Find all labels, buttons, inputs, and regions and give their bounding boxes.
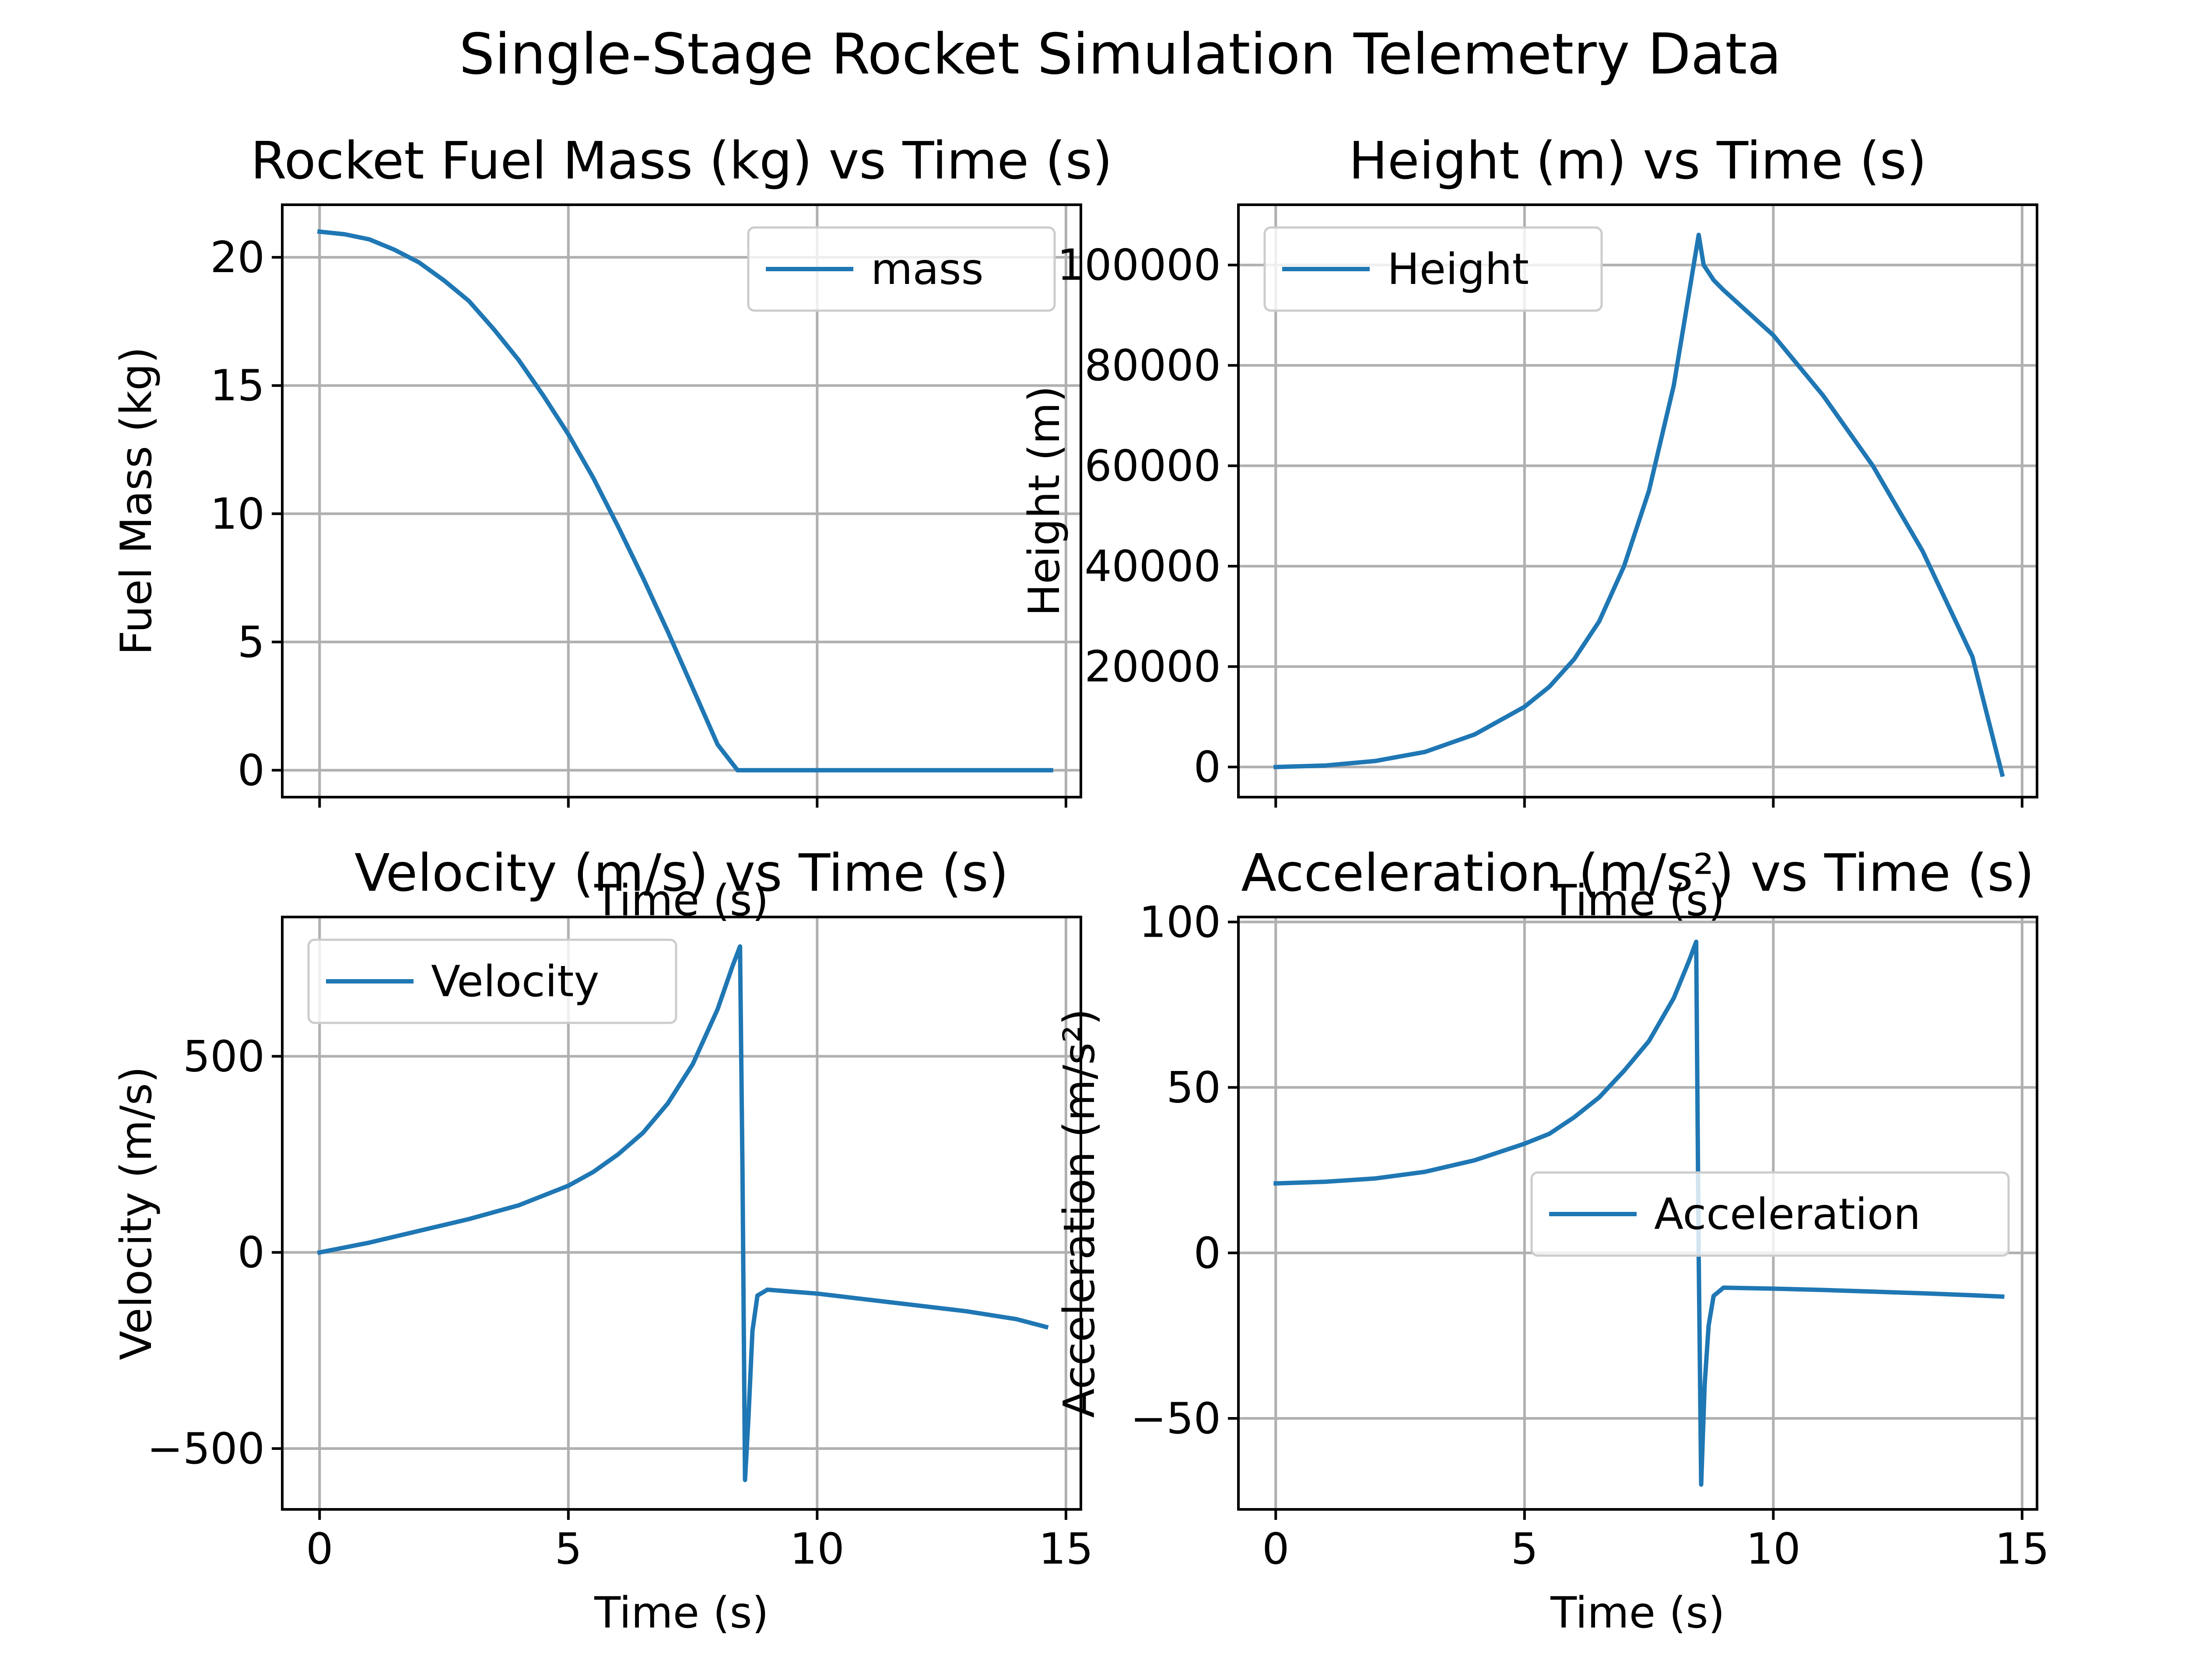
axes-title: Rocket Fuel Mass (kg) vs Time (s)	[251, 130, 1112, 191]
y-tick-label: 5	[238, 617, 265, 667]
series-line-velocity	[317, 944, 1049, 1482]
legend-box	[1530, 1171, 2010, 1257]
axes-frame	[1237, 203, 2038, 798]
y-tick-label: −500	[147, 1424, 265, 1474]
legend: mass	[747, 226, 1056, 312]
y-tick-label: 0	[1194, 742, 1221, 792]
y-tick-label: 20000	[1084, 642, 1221, 692]
axes-title: Acceleration (m/s²) vs Time (s)	[1241, 843, 2034, 903]
y-tick-label: 50	[1166, 1063, 1221, 1113]
y-tick-label: 100	[1139, 897, 1221, 947]
x-tick-label: 0	[1262, 1524, 1289, 1574]
y-axis-label: Fuel Mass (kg)	[112, 346, 161, 655]
y-tick-label: 0	[238, 746, 265, 795]
x-tick-label: 15	[1995, 1524, 2050, 1574]
x-tick-label: 0	[306, 1524, 333, 1574]
legend-box	[1263, 226, 1603, 312]
y-tick-label: 500	[183, 1032, 265, 1082]
y-tick-label: 60000	[1084, 441, 1221, 491]
panel-1: 0 5 10 15 20 Rocket Fuel Mass (kg) vs Time (s…	[112, 130, 1112, 926]
legend: Velocity	[307, 938, 677, 1024]
x-tick-label: 15	[1039, 1524, 1094, 1574]
panel-3: 0 5 10 15 −500 0 500 Velocity (m/s) vs Time (s)…	[112, 843, 1093, 1638]
legend-box	[747, 226, 1056, 312]
x-axis-label: Time (s)	[594, 1588, 769, 1638]
x-tick-label: 5	[1511, 1524, 1538, 1574]
y-tick-label: 20	[210, 233, 265, 283]
y-axis-label: Acceleration (m/s²)	[1055, 1008, 1105, 1418]
legend: Height	[1263, 226, 1603, 312]
y-axis-label: Height (m)	[1020, 385, 1069, 616]
x-axis-label: Time (s)	[1550, 1588, 1725, 1638]
y-tick-label: 0	[238, 1228, 265, 1278]
y-tick-label: 80000	[1084, 341, 1221, 391]
panel-4: 0 5 10 15 −50 0 50 100 Acceleration (m/s²) vs Ti…	[1055, 843, 2049, 1638]
figure-suptitle: Single-Stage Rocket Simulation Telemetry…	[459, 22, 1781, 87]
legend-label: Velocity	[431, 957, 599, 1007]
series-line-acceleration	[1273, 939, 2005, 1487]
legend-label: mass	[871, 245, 984, 294]
y-tick-label: 40000	[1084, 542, 1221, 592]
axes-title: Height (m) vs Time (s)	[1349, 130, 1927, 191]
axes-frame	[281, 916, 1082, 1511]
y-tick-label: 10	[210, 489, 265, 539]
axes-frame	[281, 203, 1082, 798]
x-tick-label: 10	[790, 1524, 845, 1574]
x-tick-label: 5	[555, 1524, 582, 1574]
legend-box	[307, 938, 677, 1024]
axes-title: Velocity (m/s) vs Time (s)	[354, 843, 1009, 903]
y-tick-label: 15	[210, 361, 265, 411]
y-tick-label: −50	[1130, 1394, 1221, 1444]
legend-label: Acceleration	[1654, 1190, 1921, 1239]
legend: Acceleration	[1530, 1171, 2010, 1257]
y-tick-label: 0	[1194, 1228, 1221, 1278]
panel-2: 0 20000 40000 60000 80000 100000 Height (m) vs…	[1020, 130, 2038, 926]
y-tick-label: 100000	[1057, 241, 1221, 290]
series-line-mass	[317, 229, 1053, 773]
series-line-height	[1273, 232, 2005, 777]
legend-label: Height	[1387, 245, 1529, 294]
x-tick-label: 10	[1746, 1524, 1801, 1574]
axes-frame	[1237, 916, 2038, 1511]
y-axis-label: Velocity (m/s)	[112, 1066, 161, 1360]
